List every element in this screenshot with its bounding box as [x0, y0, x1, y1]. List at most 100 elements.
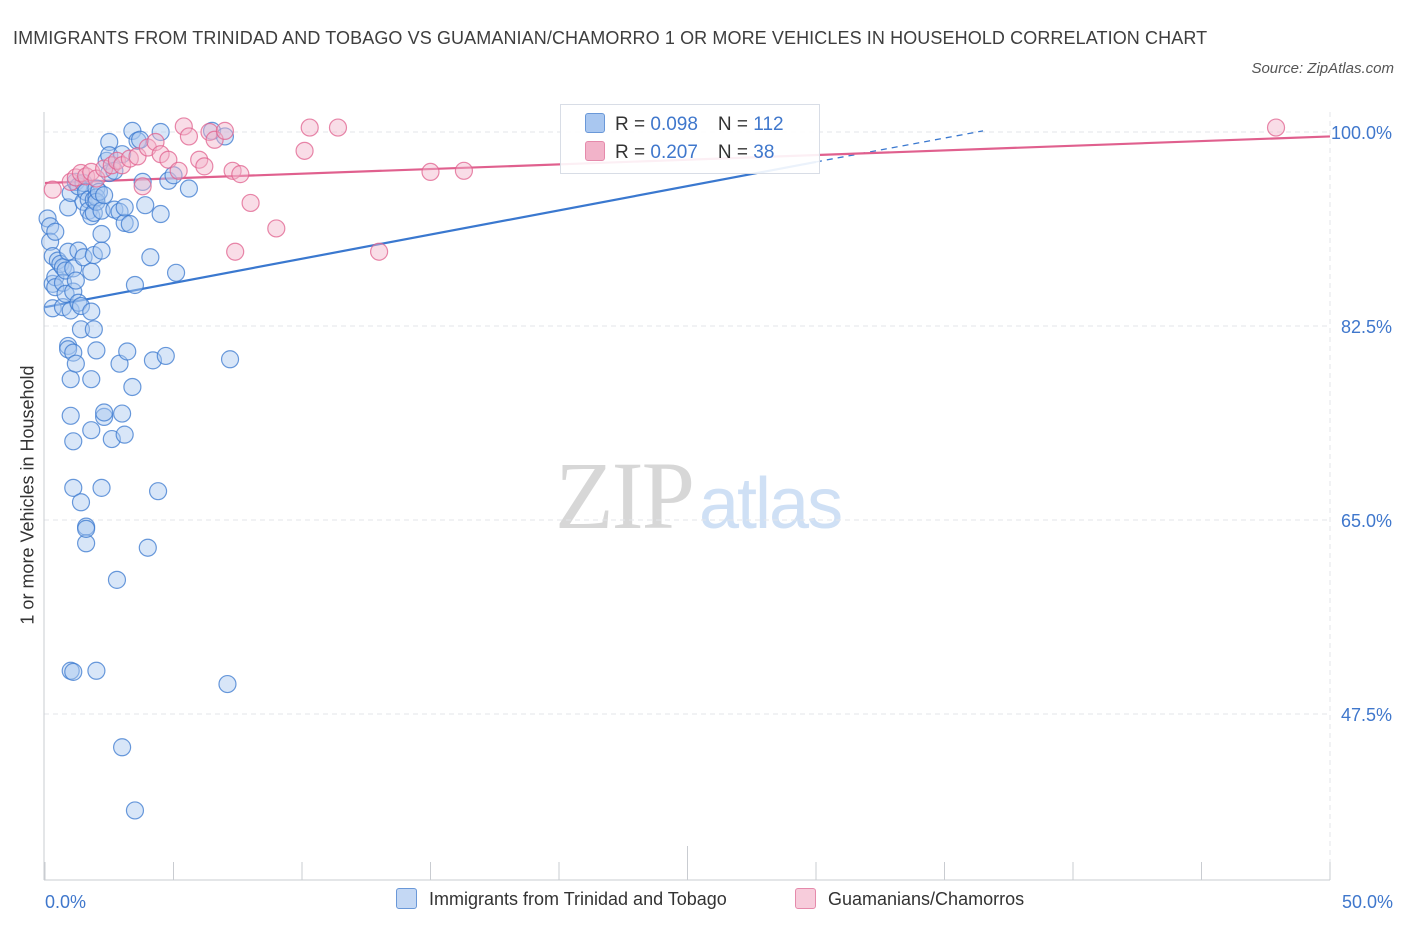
point-trinidad	[64, 432, 83, 451]
point-trinidad	[92, 201, 111, 220]
point-guamanian	[169, 161, 188, 180]
point-trinidad	[82, 421, 101, 440]
point-trinidad	[100, 132, 119, 152]
point-trinidad	[92, 241, 111, 260]
x-tick-label: 50.0%	[1342, 892, 1393, 912]
point-trinidad	[112, 738, 132, 757]
point-guamanian	[421, 162, 440, 182]
legend-swatch-pink	[795, 888, 816, 909]
r-value: 0.098	[650, 114, 698, 135]
point-trinidad	[71, 320, 91, 339]
point-trinidad	[82, 302, 101, 321]
point-trinidad	[61, 370, 80, 389]
point-trinidad	[84, 320, 103, 339]
point-guamanian	[300, 118, 319, 137]
y-tick-label: 65.0%	[1341, 511, 1392, 531]
point-trinidad	[115, 425, 134, 444]
legend-swatch-blue	[585, 113, 605, 133]
point-trinidad	[151, 122, 170, 142]
point-trinidad	[118, 342, 137, 361]
point-trinidad	[64, 478, 83, 497]
r-value: 0.207	[650, 142, 698, 163]
point-trinidad	[61, 406, 80, 425]
axis-layer	[43, 112, 1331, 881]
point-guamanian	[370, 242, 389, 261]
legend-row-guamanian: R = 0.207 N = 38	[585, 141, 774, 167]
point-trinidad	[89, 182, 109, 201]
point-trinidad	[141, 248, 160, 267]
point-trinidad	[46, 222, 65, 241]
point-trinidad	[136, 196, 155, 215]
point-trinidad	[115, 198, 134, 217]
point-trinidad	[138, 538, 157, 557]
series-legend: Immigrants from Trinidad and Tobago Guam…	[0, 888, 1406, 918]
point-guamanian	[231, 165, 250, 184]
point-trinidad	[82, 370, 101, 389]
point-trinidad	[166, 263, 186, 282]
n-label: N =	[717, 114, 754, 135]
point-guamanian	[454, 161, 474, 180]
point-guamanian	[179, 127, 199, 146]
point-guamanian	[1266, 118, 1286, 137]
n-value: 112	[753, 114, 784, 135]
point-trinidad	[95, 407, 114, 427]
point-trinidad	[69, 293, 88, 312]
point-trinidad	[77, 519, 96, 538]
point-trinidad	[125, 275, 145, 295]
point-guamanian	[43, 180, 62, 199]
point-trinidad	[66, 271, 85, 290]
point-trinidad	[71, 493, 91, 512]
point-trinidad	[120, 214, 139, 234]
point-guamanian	[133, 177, 152, 196]
point-trinidad	[41, 232, 60, 251]
point-guamanian	[267, 219, 286, 238]
legend-item-guamanian[interactable]: Guamanians/Chamorros	[795, 888, 1024, 910]
tick-label-layer: 100.0% 82.5% 65.0% 47.5% 0.0% 50.0%	[45, 123, 1393, 912]
watermark: ZIPatlas	[555, 440, 843, 551]
correlation-legend: R = 0.098 N = 112 R = 0.207 N = 38	[560, 104, 820, 174]
point-guamanian	[241, 193, 260, 213]
points-layer	[38, 117, 1286, 820]
point-trinidad	[148, 482, 168, 501]
source-label: Source: ZipAtlas.com	[1251, 60, 1394, 77]
legend-row-trinidad: R = 0.098 N = 112	[585, 113, 784, 139]
point-guamanian	[87, 169, 106, 188]
point-trinidad	[151, 204, 170, 224]
y-tick-label: 47.5%	[1341, 705, 1392, 725]
point-trinidad	[87, 661, 106, 680]
point-guamanian	[159, 150, 178, 169]
point-trinidad	[220, 350, 240, 369]
y-tick-label: 82.5%	[1341, 317, 1392, 337]
trend-line-trinidad	[44, 160, 817, 309]
point-trinidad	[107, 570, 127, 589]
point-trinidad	[95, 186, 114, 205]
trend-line-extension	[815, 130, 984, 163]
watermark-atlas: atlas	[699, 464, 843, 544]
point-trinidad	[71, 296, 91, 316]
point-guamanian	[328, 118, 348, 137]
point-trinidad	[156, 346, 175, 366]
chart-title: IMMIGRANTS FROM TRINIDAD AND TOBAGO VS G…	[13, 28, 1208, 48]
point-trinidad	[82, 262, 101, 281]
point-trinidad	[61, 301, 80, 320]
point-guamanian	[215, 121, 234, 140]
grid-layer	[44, 112, 1331, 880]
legend-item-trinidad[interactable]: Immigrants from Trinidad and Tobago	[396, 888, 727, 910]
point-guamanian	[295, 141, 314, 160]
r-label: R =	[615, 142, 651, 163]
x-tick-label: 0.0%	[45, 892, 86, 912]
point-trinidad	[64, 662, 83, 681]
y-tick-label: 100.0%	[1331, 123, 1392, 143]
legend-label-guamanian: Guamanians/Chamorros	[828, 889, 1025, 909]
point-trinidad	[133, 172, 152, 191]
legend-swatch-pink	[585, 141, 605, 161]
legend-swatch-blue	[396, 888, 417, 909]
point-trinidad	[41, 217, 60, 236]
point-trinidad	[92, 478, 111, 497]
n-value: 38	[753, 142, 775, 163]
point-trinidad	[77, 534, 96, 553]
point-guamanian	[226, 242, 245, 261]
legend-label-trinidad: Immigrants from Trinidad and Tobago	[429, 889, 727, 909]
n-label: N =	[717, 142, 754, 163]
